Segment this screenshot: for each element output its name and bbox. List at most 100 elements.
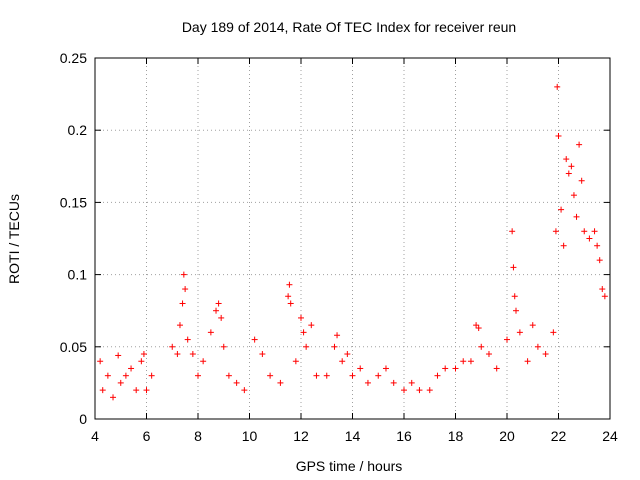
y-tick-label: 0.2	[68, 122, 88, 138]
data-point	[148, 372, 155, 379]
data-point	[298, 314, 304, 321]
data-point	[513, 307, 520, 314]
x-tick-label: 22	[551, 428, 567, 444]
data-point	[509, 228, 516, 235]
data-point	[215, 300, 222, 307]
data-point	[357, 365, 364, 372]
data-point	[331, 343, 338, 350]
x-tick-label: 4	[91, 428, 99, 444]
data-point	[408, 379, 415, 386]
data-point	[390, 379, 397, 386]
data-point	[382, 365, 389, 372]
x-axis-label: GPS time / hours	[296, 458, 403, 474]
data-point	[308, 322, 315, 329]
data-point	[596, 257, 603, 264]
data-point	[334, 332, 341, 339]
x-tick-label: 18	[448, 428, 464, 444]
data-point	[344, 351, 351, 358]
data-point	[416, 387, 423, 394]
data-point	[313, 372, 320, 379]
data-point	[285, 293, 292, 300]
y-tick-label: 0.25	[60, 50, 87, 66]
data-point	[563, 156, 570, 163]
data-point	[218, 314, 225, 321]
data-point	[524, 358, 531, 365]
data-point	[599, 286, 606, 293]
data-point	[286, 281, 293, 288]
data-point	[401, 387, 407, 394]
data-point	[303, 343, 310, 350]
data-point	[364, 379, 371, 386]
data-point	[467, 358, 474, 365]
x-tick-label: 10	[242, 428, 258, 444]
data-point	[174, 351, 181, 358]
x-tick-label: 24	[602, 428, 618, 444]
data-point	[552, 228, 559, 235]
grid-lines	[95, 58, 610, 419]
data-point	[189, 351, 196, 358]
data-point	[573, 213, 580, 220]
data-point	[207, 329, 214, 336]
x-tick-label: 16	[396, 428, 412, 444]
x-tick-label: 14	[345, 428, 361, 444]
x-tick-label: 12	[293, 428, 309, 444]
data-point	[534, 343, 541, 350]
data-point	[434, 372, 441, 379]
data-points	[97, 83, 608, 401]
data-point	[555, 132, 562, 139]
data-point	[473, 322, 480, 329]
data-point	[576, 141, 583, 148]
data-point	[241, 387, 248, 394]
data-point	[176, 322, 183, 329]
data-point	[97, 358, 104, 365]
data-point	[485, 351, 492, 358]
data-point	[292, 358, 299, 365]
data-point	[568, 163, 575, 170]
data-point	[493, 365, 500, 372]
data-point	[323, 372, 330, 379]
data-point	[200, 358, 207, 365]
data-point	[117, 379, 124, 386]
data-point	[267, 372, 274, 379]
data-point	[529, 322, 536, 329]
data-point	[195, 372, 201, 379]
data-point	[287, 300, 294, 307]
data-point	[504, 336, 510, 343]
data-point	[558, 206, 565, 213]
data-point	[122, 372, 129, 379]
x-tick-label: 20	[499, 428, 515, 444]
data-point	[542, 351, 549, 358]
data-point	[560, 242, 567, 249]
data-point	[594, 242, 601, 249]
data-point	[452, 365, 459, 372]
data-point	[516, 329, 523, 336]
data-point	[510, 264, 517, 271]
data-point	[128, 365, 135, 372]
data-point	[375, 372, 382, 379]
data-point	[259, 351, 266, 358]
y-tick-label: 0.05	[60, 339, 87, 355]
data-point	[110, 394, 117, 401]
data-point	[179, 300, 186, 307]
data-point	[220, 343, 227, 350]
data-point	[511, 293, 518, 300]
data-point	[586, 235, 593, 242]
data-point	[180, 271, 187, 278]
data-point	[251, 336, 258, 343]
data-point	[339, 358, 346, 365]
tick-labels: 4 6 8 10 12 14 16 18 20 22 24 0 0.05 0.1 0.15 0.2 0.25	[60, 50, 618, 444]
data-point	[601, 293, 608, 300]
data-point	[300, 329, 307, 336]
data-point	[104, 372, 111, 379]
x-tick-label: 8	[194, 428, 202, 444]
axis-ticks	[94, 57, 611, 420]
data-point	[349, 372, 356, 379]
data-point	[138, 358, 145, 365]
data-point	[99, 387, 106, 394]
chart-title: Day 189 of 2014, Rate Of TEC Index for r…	[182, 19, 516, 35]
data-point	[578, 177, 585, 184]
data-point	[115, 352, 122, 359]
data-point	[184, 336, 191, 343]
data-point	[460, 358, 467, 365]
